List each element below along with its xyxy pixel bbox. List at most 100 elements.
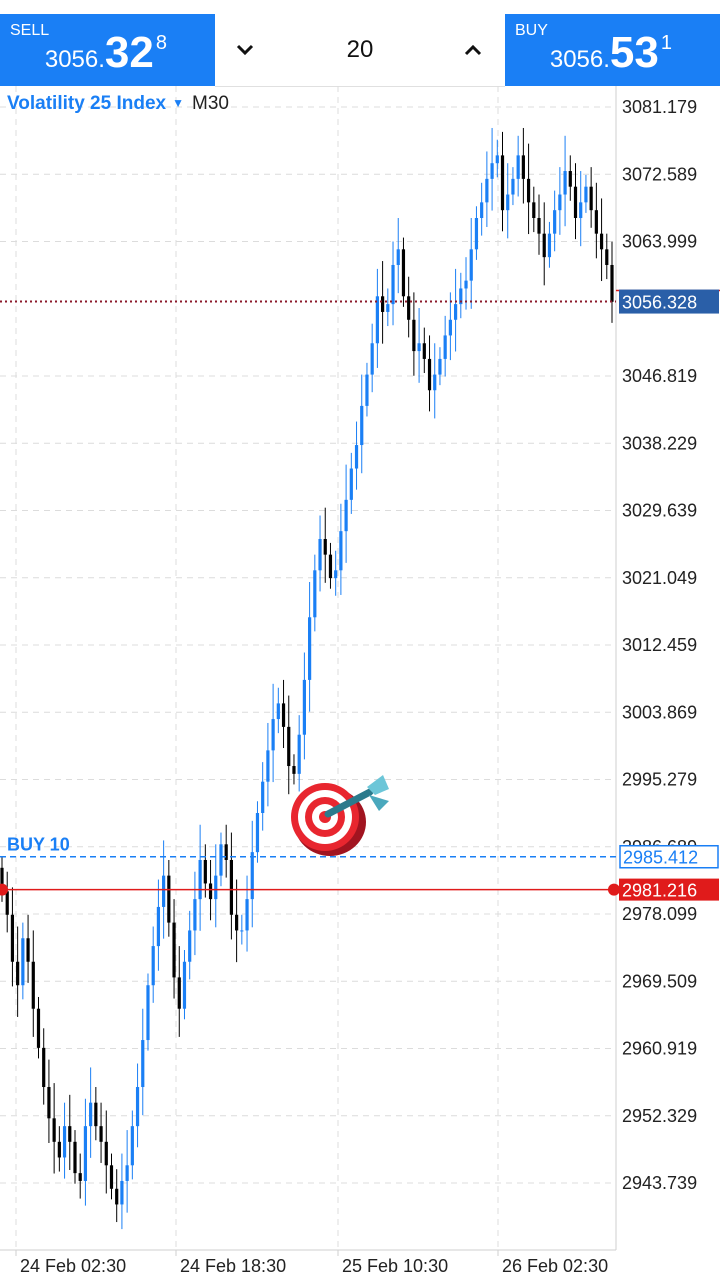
candle-body: [68, 1126, 72, 1142]
y-tick-label: 2969.509: [622, 971, 697, 991]
candle-body: [182, 961, 187, 1009]
candle-body: [52, 1118, 56, 1142]
candle-body: [323, 538, 327, 555]
candle-body: [511, 178, 515, 195]
candle-body: [235, 914, 239, 931]
candle-body: [370, 343, 374, 375]
buy-button[interactable]: BUY 3056.53 1: [505, 14, 720, 86]
candle-body: [78, 1173, 82, 1181]
candle-body: [177, 977, 181, 1009]
candle-body: [349, 468, 353, 500]
candle-body: [480, 202, 484, 219]
candle-body: [422, 343, 426, 359]
candle-body: [281, 703, 286, 727]
candle-body: [120, 1180, 124, 1205]
candle-body: [365, 374, 369, 406]
stop-loss-handle-left: [0, 883, 8, 896]
candle-body: [360, 405, 364, 446]
candle-body: [292, 766, 296, 774]
y-tick-label: 2943.739: [622, 1173, 697, 1193]
y-tick-label: 3038.229: [622, 433, 697, 453]
candle-body: [73, 1141, 77, 1174]
candle-body: [245, 899, 249, 931]
y-tick-label: 3081.179: [622, 97, 697, 117]
candle-body: [172, 922, 176, 978]
candle-body: [443, 335, 447, 359]
candle-body: [568, 171, 572, 187]
chevron-up-icon[interactable]: [453, 30, 493, 70]
timeframe-label[interactable]: M30: [192, 93, 229, 114]
price-chart[interactable]: 3081.179 3072.589 3063.999 3046.819 3038.229…: [0, 86, 720, 1280]
candle-body: [584, 186, 588, 203]
candle-body: [141, 1040, 145, 1088]
candle-body: [438, 358, 442, 375]
trade-panel: SELL 3056.32 8 20 BUY 3056.53 1: [0, 14, 720, 87]
candle-body: [334, 570, 338, 579]
candle-body: [57, 1141, 61, 1158]
chevron-down-icon[interactable]: [225, 30, 265, 70]
candle-body: [162, 875, 166, 907]
stop-loss-price-label: 2981.216: [622, 881, 697, 901]
candle-body: [375, 296, 379, 344]
y-tick-label: 3012.459: [622, 635, 697, 655]
candle-body: [229, 859, 234, 915]
candle-body: [427, 358, 432, 391]
candle-body: [453, 304, 458, 320]
candle-body: [42, 1047, 46, 1088]
candle-body: [26, 938, 30, 962]
y-tick-label: 3021.049: [622, 568, 697, 588]
y-tick-label: 2960.919: [622, 1039, 697, 1059]
candle-body: [464, 280, 468, 289]
candle-body: [500, 155, 505, 211]
candle-body: [151, 946, 155, 986]
candle-body: [99, 1126, 103, 1142]
candle-body: [125, 1165, 129, 1181]
candle-body: [287, 726, 291, 767]
sell-button[interactable]: SELL 3056.32 8: [0, 14, 215, 86]
candle-body: [433, 374, 437, 391]
current-price-tag: [619, 289, 719, 314]
candle-body: [495, 155, 499, 164]
x-tick-label: 26 Feb 02:30: [502, 1256, 608, 1276]
candle-body: [109, 1165, 114, 1189]
candle-body: [417, 343, 421, 352]
candle-body: [328, 554, 333, 579]
candle-body: [542, 233, 546, 258]
x-tick-label: 25 Feb 10:30: [342, 1256, 448, 1276]
candle-body: [5, 891, 9, 915]
sell-price: 3056.32 8: [44, 28, 167, 77]
candle-body: [532, 202, 536, 219]
candle-body: [594, 210, 598, 234]
candle-body: [224, 844, 228, 860]
candle-body: [16, 961, 20, 986]
candle-body: [62, 1126, 67, 1158]
candle-body: [89, 1102, 93, 1127]
candle-body: [558, 194, 562, 211]
candle-body: [167, 875, 171, 923]
y-tick-label: 3072.589: [622, 164, 697, 184]
candle-body: [219, 844, 223, 876]
candle-body: [203, 859, 207, 884]
candle-body: [276, 703, 280, 720]
candle-body: [83, 1126, 88, 1181]
candle-body: [553, 210, 557, 234]
sell-label: SELL: [10, 22, 50, 39]
candle-body: [401, 249, 406, 297]
candle-body: [271, 719, 275, 751]
volume-value[interactable]: 20: [346, 36, 374, 63]
candle-body: [302, 679, 306, 735]
candle-body: [490, 163, 494, 179]
candle-body: [156, 906, 161, 947]
candle-body: [485, 178, 489, 203]
buy-price: 3056.53 1: [549, 28, 672, 77]
candle-body: [391, 264, 395, 305]
symbol-selector[interactable]: Volatility 25 Index ▼: [7, 93, 184, 114]
candle-body: [516, 155, 520, 179]
buy-label: BUY: [515, 22, 548, 39]
candle-body: [255, 812, 260, 853]
candle-body: [380, 296, 385, 312]
candle-body: [47, 1087, 51, 1119]
candle-body: [563, 171, 567, 195]
candle-body: [297, 734, 301, 774]
candle-body: [448, 319, 452, 336]
